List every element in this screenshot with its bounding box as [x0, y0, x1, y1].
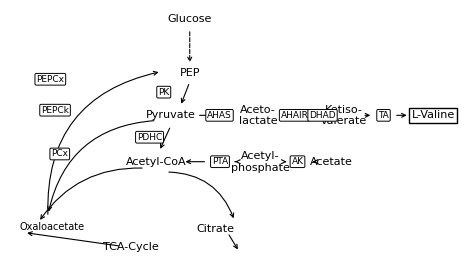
Text: Glucose: Glucose	[167, 14, 212, 24]
Text: PK: PK	[158, 88, 169, 97]
Text: PCx: PCx	[51, 149, 68, 159]
Text: TCA-Cycle: TCA-Cycle	[103, 242, 158, 253]
Text: Acetyl-
phosphate: Acetyl- phosphate	[231, 151, 290, 172]
Text: Acetate: Acetate	[310, 157, 353, 167]
Text: PEP: PEP	[180, 68, 200, 78]
Text: AK: AK	[292, 157, 303, 166]
Text: Acetyl-CoA: Acetyl-CoA	[127, 157, 187, 167]
Text: PEPCx: PEPCx	[36, 75, 64, 84]
Text: PTA: PTA	[212, 157, 228, 166]
Text: AHAIR: AHAIR	[281, 111, 309, 120]
Text: Ketiso-
valerate: Ketiso- valerate	[320, 105, 366, 126]
Text: Citrate: Citrate	[197, 224, 235, 234]
Text: AHAS: AHAS	[207, 111, 232, 120]
Text: TA: TA	[378, 111, 389, 120]
Text: PDHC: PDHC	[137, 133, 162, 142]
Text: Oxaloacetate: Oxaloacetate	[19, 222, 85, 232]
Text: Pyruvate: Pyruvate	[146, 110, 196, 120]
Text: L-Valine: L-Valine	[411, 110, 455, 120]
Text: DHAD: DHAD	[309, 111, 336, 120]
Text: PEPCk: PEPCk	[41, 106, 69, 115]
Text: Aceto-
lactate: Aceto- lactate	[239, 105, 278, 126]
